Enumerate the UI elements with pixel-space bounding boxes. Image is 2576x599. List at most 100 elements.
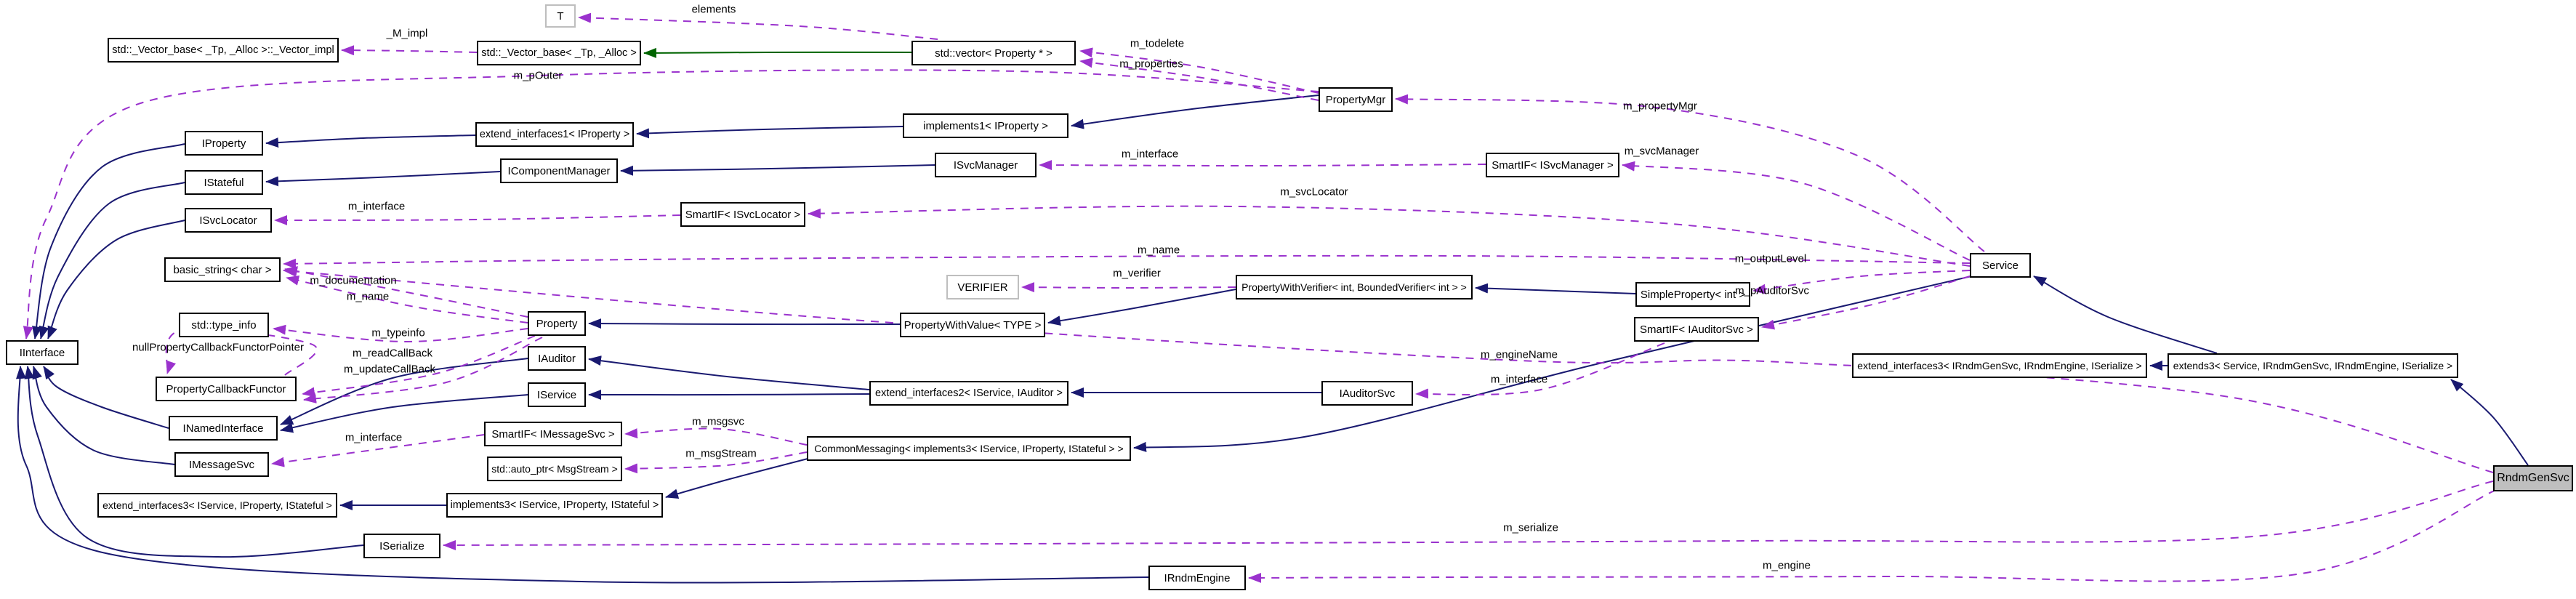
edge-label-m_readCallBack: m_readCallBack xyxy=(352,347,433,360)
edge-property_with_verifier-to-property_with_value xyxy=(1047,289,1236,326)
edge-label-m_outputLevel: m_outputLevel xyxy=(1734,252,1807,265)
edge-service-to-smartif_isvcmanager xyxy=(1622,161,1971,261)
node-iauditor[interactable]: IAuditor xyxy=(528,346,586,371)
node-property_with_verifier[interactable]: PropertyWithVerifier< int, BoundedVerifi… xyxy=(1236,275,1473,300)
node-label: std::auto_ptr< MsgStream > xyxy=(491,463,618,475)
edge-service-to-smartif_isvclocator xyxy=(808,205,1971,267)
node-imessagesvc[interactable]: IMessageSvc xyxy=(174,452,269,477)
node-label: CommonMessaging< implements3< IService, … xyxy=(814,443,1124,454)
edge-property-to-property_callback_functor xyxy=(303,337,543,403)
node-isvclocator[interactable]: ISvcLocator xyxy=(185,208,272,233)
edge-rndmgensvc-to-extends3 xyxy=(2450,379,2529,466)
node-label: IRndmEngine xyxy=(1164,571,1231,584)
node-label: IAuditor xyxy=(538,352,576,365)
edge-rndmgensvc-to-basic_string xyxy=(283,266,2494,473)
node-label: SmartIF< ISvcManager > xyxy=(1492,158,1614,172)
node-label: IService xyxy=(536,388,577,401)
edge-label-m_engine: m_engine xyxy=(1763,559,1811,572)
node-label: VERIFIER xyxy=(957,281,1008,294)
node-property_callback_functor[interactable]: PropertyCallbackFunctor xyxy=(156,377,297,401)
node-basic_string[interactable]: basic_string< char > xyxy=(164,257,281,282)
node-label: IInterface xyxy=(19,346,65,359)
edge-smartif_isvcmanager-to-isvcmanager xyxy=(1039,160,1486,171)
node-label: INamedInterface xyxy=(182,422,264,435)
node-iproperty[interactable]: IProperty xyxy=(185,131,263,156)
node-implements1[interactable]: implements1< IProperty > xyxy=(903,113,1068,138)
node-simple_property[interactable]: SimpleProperty< int > xyxy=(1635,282,1750,307)
node-iinterface[interactable]: IInterface xyxy=(6,340,79,365)
node-smartif_isvclocator[interactable]: SmartIF< ISvcLocator > xyxy=(680,202,805,227)
node-label: SimpleProperty< int > xyxy=(1640,288,1746,301)
edge-inamedinterface-to-iinterface xyxy=(43,366,169,429)
node-label: ISerialize xyxy=(379,539,424,552)
edge-property-to-basic_string xyxy=(284,266,528,318)
node-smartif_isvcmanager[interactable]: SmartIF< ISvcManager > xyxy=(1486,153,1619,177)
node-label: PropertyCallbackFunctor xyxy=(166,382,286,395)
node-extend_interfaces1[interactable]: extend_interfaces1< IProperty > xyxy=(475,122,634,147)
node-iservice[interactable]: IService xyxy=(528,382,586,407)
node-label: std::type_info xyxy=(191,318,257,331)
node-verifier[interactable]: VERIFIER xyxy=(946,275,1019,300)
node-rndmgensvc[interactable]: RndmGenSvc xyxy=(2493,465,2573,491)
node-label: std::_Vector_base< _Tp, _Alloc >::_Vecto… xyxy=(112,44,334,56)
edge-extend_interfaces2-to-iservice xyxy=(588,390,870,401)
node-implements3[interactable]: implements3< IService, IProperty, IState… xyxy=(446,493,663,518)
node-irndmengine[interactable]: IRndmEngine xyxy=(1148,566,1246,590)
edge-property-to-std_type_info xyxy=(273,324,528,343)
node-vector_impl[interactable]: std::_Vector_base< _Tp, _Alloc >::_Vecto… xyxy=(108,38,339,63)
edge-smartif_iauditorsvc-to-iauditorsvc xyxy=(1415,342,1665,399)
edge-property_callback_functor-to-property_callback_functor xyxy=(165,328,318,376)
edge-isvcmanager-to-icomponent_manager xyxy=(620,164,935,176)
edge-simple_property-to-property_with_verifier xyxy=(1475,283,1636,294)
node-iauditorsvc[interactable]: IAuditorSvc xyxy=(1321,381,1413,406)
edge-common_messaging-to-smartif_imessagesvc xyxy=(624,427,808,446)
node-smartif_iauditorsvc[interactable]: SmartIF< IAuditorSvc > xyxy=(1634,317,1759,342)
node-extend_interfaces3_svc[interactable]: extend_interfaces3< IService, IProperty,… xyxy=(97,493,337,518)
node-property_mgr[interactable]: PropertyMgr xyxy=(1319,87,1393,112)
node-extend_interfaces3_rndm[interactable]: extend_interfaces3< IRndmGenSvc, IRndmEn… xyxy=(1852,353,2147,378)
node-iserialize[interactable]: ISerialize xyxy=(363,534,440,558)
node-label: basic_string< char > xyxy=(173,263,272,276)
edge-label-m_svcLocator: m_svcLocator xyxy=(1280,185,1348,198)
node-extends3[interactable]: extends3< Service, IRndmGenSvc, IRndmEng… xyxy=(2168,353,2458,378)
edge-label-m_pOuter: m_pOuter xyxy=(513,69,563,82)
node-t_param[interactable]: T xyxy=(545,4,576,28)
node-inamedinterface[interactable]: INamedInterface xyxy=(169,416,278,441)
node-property_with_value[interactable]: PropertyWithValue< TYPE > xyxy=(900,313,1045,337)
node-label: IProperty xyxy=(201,137,246,150)
node-label: Property xyxy=(536,317,578,330)
edge-label-m_name: m_name xyxy=(1137,244,1180,257)
node-auto_ptr_msgstream[interactable]: std::auto_ptr< MsgStream > xyxy=(487,457,622,481)
node-label: implements3< IService, IProperty, IState… xyxy=(450,499,659,511)
edge-label-m_documentation: m_documentation xyxy=(310,274,397,287)
edge-extends3-to-service xyxy=(2033,276,2218,354)
node-std_type_info[interactable]: std::type_info xyxy=(179,313,269,337)
node-icomponent_manager[interactable]: IComponentManager xyxy=(500,158,618,183)
node-common_messaging[interactable]: CommonMessaging< implements3< IService, … xyxy=(807,436,1131,461)
edge-service-to-basic_string xyxy=(283,254,1971,269)
node-label: IMessageSvc xyxy=(188,458,255,471)
edge-label-m_svcManager: m_svcManager xyxy=(1624,145,1699,158)
node-istateful[interactable]: IStateful xyxy=(185,170,263,195)
edge-service-to-simple_property xyxy=(1752,270,1971,294)
edge-property_mgr-to-iinterface xyxy=(23,69,1319,339)
node-service[interactable]: Service xyxy=(1970,253,2031,278)
node-isvcmanager[interactable]: ISvcManager xyxy=(935,153,1037,177)
edge-property_mgr-to-implements1 xyxy=(1071,95,1319,129)
node-vector_base[interactable]: std::_Vector_base< _Tp, _Alloc > xyxy=(477,41,641,65)
edge-label-m_name: m_name xyxy=(346,290,390,303)
node-label: Service xyxy=(1981,259,2019,272)
node-property[interactable]: Property xyxy=(528,311,586,336)
edge-label-m_todelete: m_todelete xyxy=(1130,37,1185,50)
node-label: extend_interfaces1< IProperty > xyxy=(479,129,630,140)
edge-property_with_verifier-to-verifier xyxy=(1021,282,1236,293)
edge-iproperty-to-iinterface xyxy=(32,143,185,339)
edge-label-m_serialize: m_serialize xyxy=(1503,521,1558,534)
node-label: IStateful xyxy=(204,176,244,189)
node-extend_interfaces2[interactable]: extend_interfaces2< IService, IAuditor > xyxy=(869,381,1068,406)
edge-imessagesvc-to-iinterface xyxy=(32,366,175,465)
node-smartif_imessagesvc[interactable]: SmartIF< IMessageSvc > xyxy=(484,422,622,446)
node-vector_property[interactable]: std::vector< Property * > xyxy=(911,41,1076,65)
